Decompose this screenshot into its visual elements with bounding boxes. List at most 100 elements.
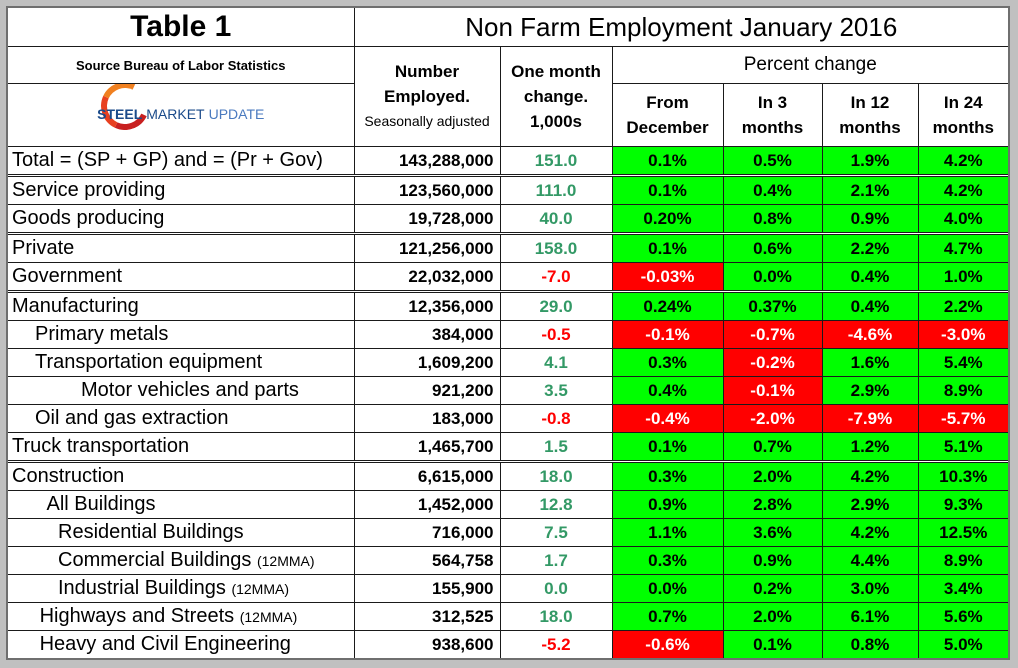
- row-label-text: Goods producing: [12, 207, 165, 229]
- table-row: Primary metals 384,000 -0.5 -0.1% -0.7% -4.6%…: [8, 320, 1009, 349]
- pct-3-months: 2.8%: [722, 490, 823, 519]
- pct-24-months: 9.3%: [917, 490, 1009, 519]
- row-label-text: Heavy and Civil Engineering: [39, 633, 291, 655]
- row-label-text: Industrial Buildings: [58, 577, 226, 599]
- pct-12-months: -7.9%: [821, 404, 919, 433]
- pct-from-december: 0.1%: [611, 432, 724, 462]
- pct-24-months: 5.0%: [917, 630, 1009, 658]
- pct-24-months: 4.7%: [917, 232, 1009, 263]
- table-row: Goods producing 19,728,000 40.0 0.20% 0.8% 0.…: [8, 204, 1009, 234]
- pct-from-december: 0.3%: [611, 348, 724, 377]
- row-label-text: Government: [12, 265, 123, 287]
- table-row: Highways and Streets (12MMA) 312,525 18.0 0…: [8, 602, 1009, 631]
- header-in-3-months: In 3 months: [722, 83, 823, 147]
- table-row: All Buildings 1,452,000 12.8 0.9% 2.8% 2.9% 9.…: [8, 490, 1009, 519]
- row-note: (12MMA): [256, 553, 315, 569]
- table-row: Private 121,256,000 158.0 0.1% 0.6% 2.2% 4.7%: [8, 232, 1009, 263]
- employment-table-panel: Table 1 Non Farm Employment January 2016…: [6, 6, 1010, 660]
- pct-3-months: -0.7%: [722, 320, 823, 349]
- row-label: Heavy and Civil Engineering: [8, 630, 355, 658]
- table-row: Transportation equipment 1,609,200 4.1 0.3%…: [8, 348, 1009, 377]
- row-label-text: Service providing: [12, 179, 166, 201]
- one-month-change: 18.0: [499, 602, 613, 631]
- pct-24-months: -5.7%: [917, 404, 1009, 433]
- pct-12-months: 0.4%: [821, 262, 919, 292]
- pct-12-months: 3.0%: [821, 574, 919, 603]
- pct-12-months: 0.4%: [821, 290, 919, 321]
- pct-from-december: -0.1%: [611, 320, 724, 349]
- logo-word-steel: STEEL: [97, 106, 143, 122]
- table-row: Service providing 123,560,000 111.0 0.1% 0.4…: [8, 174, 1009, 205]
- header-in-12-months: In 12 months: [821, 83, 919, 147]
- pct-12-months: 4.4%: [821, 546, 919, 575]
- number-employed: 143,288,000: [353, 146, 501, 176]
- header-one-month-change: One month change. 1,000s: [499, 46, 613, 147]
- number-employed: 155,900: [353, 574, 501, 603]
- header-label: In 24 months: [932, 93, 994, 137]
- one-month-change: 12.8: [499, 490, 613, 519]
- table-row: Heavy and Civil Engineering 938,600 -5.2 -0…: [8, 630, 1009, 658]
- pct-24-months: 2.2%: [917, 290, 1009, 321]
- one-month-change: 3.5: [499, 376, 613, 405]
- pct-12-months: 0.9%: [821, 204, 919, 234]
- header-in-24-months: In 24 months: [917, 83, 1009, 147]
- table-row: Motor vehicles and parts 921,200 3.5 0.4% -0…: [8, 376, 1009, 405]
- pct-from-december: 0.1%: [611, 174, 724, 205]
- pct-24-months: 5.1%: [917, 432, 1009, 462]
- one-month-change: 1.5: [499, 432, 613, 462]
- table-row: Commercial Buildings (12MMA) 564,758 1.7 0.…: [8, 546, 1009, 575]
- row-label: Industrial Buildings (12MMA): [8, 574, 355, 603]
- pct-from-december: 0.20%: [611, 204, 724, 234]
- row-note: (12MMA): [239, 609, 298, 625]
- logo-word-market: MARKET: [146, 106, 205, 122]
- table-title: Table 1: [8, 8, 355, 47]
- pct-12-months: 1.2%: [821, 432, 919, 462]
- row-label: Transportation equipment: [8, 348, 355, 377]
- pct-12-months: 4.2%: [821, 460, 919, 491]
- number-employed: 938,600: [353, 630, 501, 658]
- row-label: Service providing: [8, 174, 355, 205]
- header-change-label: One month change. 1,000s: [511, 62, 601, 131]
- pct-3-months: 0.4%: [722, 174, 823, 205]
- header-label: From December: [626, 93, 709, 137]
- pct-3-months: 0.6%: [722, 232, 823, 263]
- row-label-text: Transportation equipment: [35, 351, 263, 373]
- row-label-text: Construction: [12, 465, 125, 487]
- one-month-change: 111.0: [499, 174, 613, 205]
- number-employed: 312,525: [353, 602, 501, 631]
- pct-3-months: 2.0%: [722, 460, 823, 491]
- row-label: Goods producing: [8, 204, 355, 234]
- one-month-change: 40.0: [499, 204, 613, 234]
- pct-12-months: 2.9%: [821, 376, 919, 405]
- pct-from-december: 0.0%: [611, 574, 724, 603]
- row-label-text: Motor vehicles and parts: [81, 379, 299, 401]
- pct-from-december: 1.1%: [611, 518, 724, 547]
- pct-24-months: 12.5%: [917, 518, 1009, 547]
- pct-3-months: -2.0%: [722, 404, 823, 433]
- pct-from-december: 0.1%: [611, 146, 724, 176]
- pct-from-december: 0.3%: [611, 546, 724, 575]
- row-label-text: Oil and gas extraction: [35, 407, 229, 429]
- row-label: Highways and Streets (12MMA): [8, 602, 355, 631]
- pct-from-december: 0.1%: [611, 232, 724, 263]
- pct-3-months: 0.37%: [722, 290, 823, 321]
- table-row: Residential Buildings 716,000 7.5 1.1% 3.6% 4…: [8, 518, 1009, 547]
- number-employed: 6,615,000: [353, 460, 501, 491]
- row-label: Total = (SP + GP) and = (Pr + Gov): [8, 146, 355, 176]
- row-label: Private: [8, 232, 355, 263]
- one-month-change: 7.5: [499, 518, 613, 547]
- row-label: Truck transportation: [8, 432, 355, 462]
- row-label-text: Commercial Buildings: [58, 549, 252, 571]
- row-label: Government: [8, 262, 355, 292]
- table-row: Manufacturing 12,356,000 29.0 0.24% 0.37% 0.4…: [8, 290, 1009, 321]
- pct-12-months: 2.1%: [821, 174, 919, 205]
- number-employed: 921,200: [353, 376, 501, 405]
- row-label-text: Highways and Streets: [39, 605, 235, 627]
- number-employed: 19,728,000: [353, 204, 501, 234]
- pct-from-december: 0.3%: [611, 460, 724, 491]
- header-number-employed: Number Employed. Seasonally adjusted: [353, 46, 501, 147]
- pct-24-months: 4.2%: [917, 174, 1009, 205]
- pct-3-months: 3.6%: [722, 518, 823, 547]
- pct-3-months: 0.7%: [722, 432, 823, 462]
- pct-from-december: -0.4%: [611, 404, 724, 433]
